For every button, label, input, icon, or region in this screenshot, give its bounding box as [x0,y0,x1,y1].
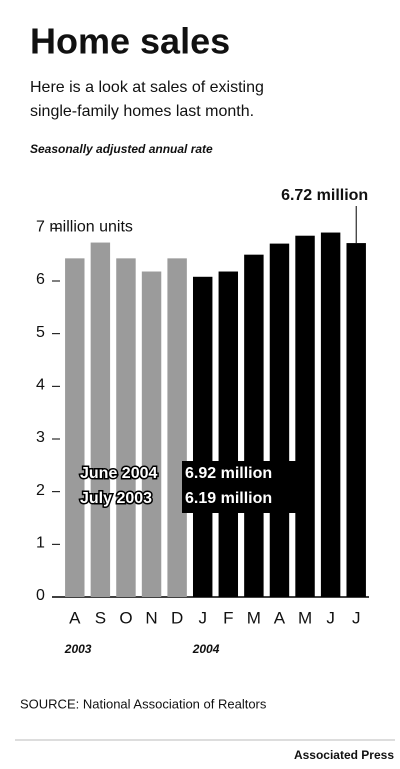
x-tick-label: D [171,608,183,627]
x-tick-label: A [69,608,81,627]
bar [320,232,341,597]
x-tick-label: J [198,608,207,627]
bar [269,243,290,597]
value-label: 6.72 million [281,187,368,204]
callout-value: 6.19 million [185,490,272,507]
y-tick-label: 0 [36,587,45,604]
y-tick-label: 6 [36,271,45,288]
y-tick-label: 5 [36,324,45,341]
y-tick-label: 3 [36,429,45,446]
x-tick-label: F [223,608,233,627]
y-tick-label: 7 million units [36,219,133,236]
callout-label: June 2004 [80,465,157,482]
x-tick-label: O [119,608,132,627]
bar [295,235,315,597]
source: SOURCE: National Association of Realtors [20,696,267,711]
bar [192,276,213,597]
callout-value: 6.92 million [185,465,272,482]
bar [346,243,366,597]
bar [141,271,162,597]
x-tick-label: M [247,608,261,627]
bar [65,258,85,597]
x-tick-label: A [274,608,286,627]
subtitle: single-family homes last month. [30,103,254,120]
bar [90,242,111,597]
bar [167,258,187,597]
x-tick-label: M [298,608,312,627]
y-tick-label: 1 [36,535,45,552]
bar [218,271,239,597]
callout-box [182,461,300,513]
x-tick-label: N [145,608,157,627]
year-label: 2003 [64,642,92,656]
bar [116,258,136,597]
y-tick-label: 2 [36,482,45,499]
y-tick-label: 4 [36,377,45,394]
callout-label: July 2003 [80,490,152,507]
year-label: 2004 [192,642,220,656]
note: Seasonally adjusted annual rate [30,142,213,156]
x-tick-label: J [352,608,361,627]
subtitle: Here is a look at sales of existing [30,79,264,96]
x-tick-label: S [95,608,106,627]
credit: Associated Press [294,748,394,762]
bar [244,254,264,597]
chart-title: Home sales [30,21,230,62]
x-tick-label: J [326,608,335,627]
